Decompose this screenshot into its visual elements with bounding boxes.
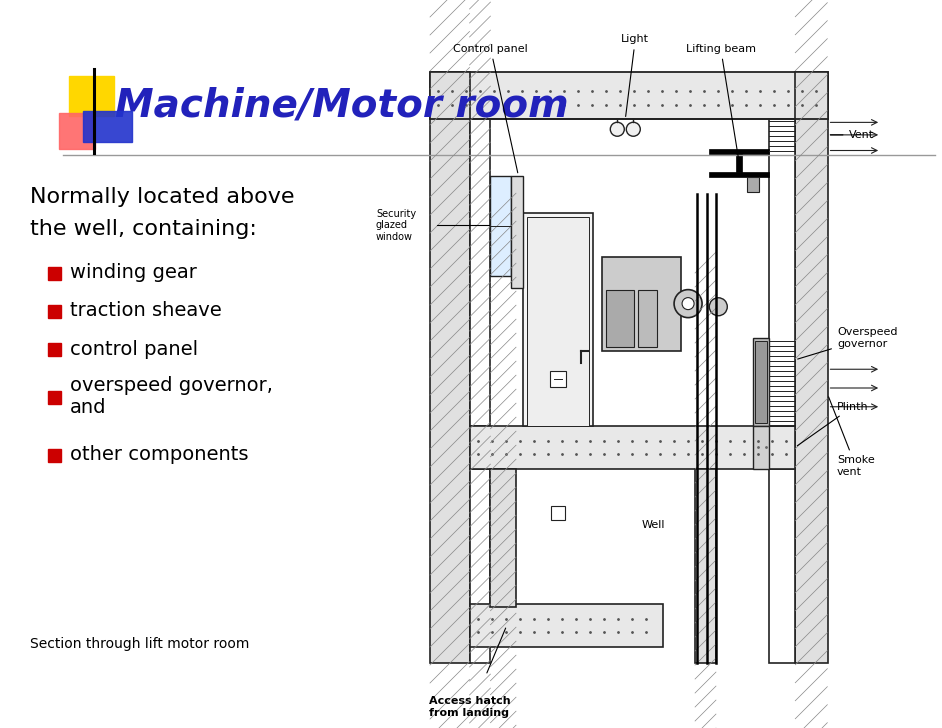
Circle shape [674, 290, 702, 317]
Bar [469, 425, 795, 470]
Bar [48, 391, 61, 404]
Text: control panel: control panel [70, 340, 198, 359]
Text: Normally located above: Normally located above [30, 186, 295, 207]
Text: Lifting beam: Lifting beam [686, 44, 755, 160]
Bar [754, 425, 770, 470]
Text: Control panel: Control panel [453, 44, 528, 173]
Text: other components: other components [70, 446, 249, 464]
Text: Smoke
vent: Smoke vent [829, 397, 874, 477]
Bar [754, 338, 769, 425]
Text: Vent: Vent [830, 130, 873, 140]
Bar [491, 470, 516, 606]
Text: Access hatch
from landing: Access hatch from landing [429, 696, 511, 718]
Text: Overspeed
governor: Overspeed governor [798, 327, 898, 359]
Bar [59, 113, 95, 149]
Bar [709, 149, 770, 154]
Text: Section through lift motor room: Section through lift motor room [30, 637, 250, 652]
Text: Machine/Motor room: Machine/Motor room [115, 87, 569, 124]
Bar [709, 172, 770, 177]
Bar [523, 213, 593, 425]
Bar [606, 290, 634, 347]
Text: Plinth: Plinth [797, 402, 869, 446]
Circle shape [682, 298, 694, 309]
Text: Well: Well [642, 521, 665, 531]
Bar [770, 119, 795, 425]
Bar [469, 119, 491, 425]
Bar [48, 267, 61, 280]
Bar [770, 470, 795, 663]
Text: winding gear: winding gear [70, 264, 197, 282]
Text: the well, containing:: the well, containing: [30, 219, 257, 240]
Bar [602, 257, 681, 350]
Bar [69, 76, 114, 116]
Bar [48, 449, 61, 462]
Bar [469, 470, 491, 663]
Text: traction sheave: traction sheave [70, 301, 221, 320]
Bar [527, 217, 589, 425]
Bar [48, 344, 61, 357]
Text: Light: Light [622, 34, 649, 116]
Circle shape [709, 298, 727, 316]
Bar [83, 111, 132, 142]
Bar [755, 341, 767, 422]
Bar [491, 175, 512, 275]
Bar [430, 72, 469, 663]
Circle shape [610, 122, 625, 136]
Bar [512, 175, 523, 288]
Bar [550, 371, 566, 387]
Bar [695, 470, 716, 663]
Bar [48, 305, 61, 318]
Bar [737, 154, 742, 172]
Text: Security
glazed
window: Security glazed window [376, 209, 416, 242]
Circle shape [626, 122, 641, 136]
Bar [469, 604, 662, 647]
Bar [430, 72, 828, 119]
Text: overspeed governor,
and: overspeed governor, and [70, 376, 273, 417]
Bar [747, 177, 759, 192]
Bar [795, 72, 828, 663]
Bar [551, 506, 565, 520]
Bar [638, 290, 658, 347]
